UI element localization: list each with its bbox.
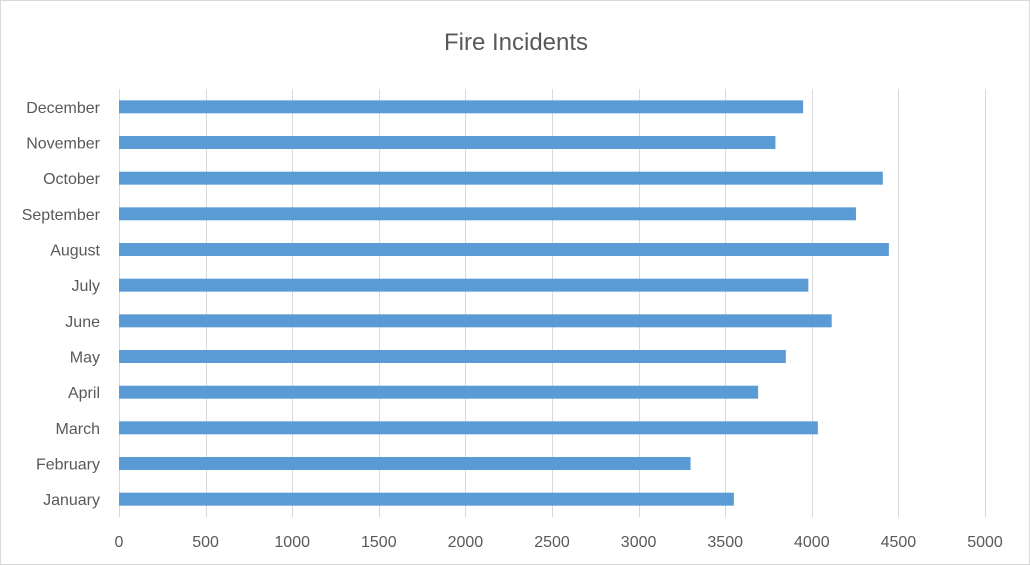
bar-june xyxy=(119,314,832,328)
chart-title: Fire Incidents xyxy=(444,29,588,56)
bar-may xyxy=(119,350,786,363)
gridlines xyxy=(119,89,986,517)
y-tick-label: July xyxy=(72,278,100,295)
y-tick-label: March xyxy=(56,421,100,438)
y-tick-label: January xyxy=(43,492,100,509)
y-tick-label: May xyxy=(70,350,100,367)
bar-december xyxy=(119,100,804,114)
bar-january xyxy=(119,492,734,506)
x-tick-label: 4500 xyxy=(881,534,917,551)
x-tick-label: 2000 xyxy=(448,534,484,551)
x-tick-label: 1500 xyxy=(361,534,397,551)
bar-august xyxy=(119,243,889,256)
bar-september xyxy=(119,207,856,221)
bar-october xyxy=(119,171,883,185)
category-axis-labels: January February March April May June July Augu… xyxy=(22,100,101,509)
x-tick-label: 1000 xyxy=(274,534,310,551)
y-tick-label: December xyxy=(26,100,100,117)
bar-february xyxy=(119,457,691,470)
bar-march xyxy=(119,421,818,435)
x-tick-label: 4000 xyxy=(794,534,830,551)
x-tick-label: 5000 xyxy=(967,534,1003,551)
y-tick-label: February xyxy=(36,457,100,474)
bar-november xyxy=(119,136,776,149)
y-tick-label: August xyxy=(50,243,100,260)
y-tick-label: October xyxy=(43,171,101,188)
x-tick-label: 2500 xyxy=(534,534,570,551)
y-tick-label: September xyxy=(22,207,101,224)
bar-april xyxy=(119,385,759,399)
x-tick-label: 3000 xyxy=(621,534,657,551)
bars xyxy=(119,100,889,506)
value-axis-labels: 0 500 1000 1500 2000 2500 3000 3500 4000 4500 5000 xyxy=(115,534,1003,551)
y-tick-label: November xyxy=(26,136,100,153)
y-tick-label: April xyxy=(68,385,100,402)
x-tick-label: 0 xyxy=(115,534,124,551)
y-tick-label: June xyxy=(65,314,100,331)
bar-july xyxy=(119,278,809,292)
x-tick-label: 3500 xyxy=(707,534,743,551)
x-tick-label: 500 xyxy=(192,534,219,551)
